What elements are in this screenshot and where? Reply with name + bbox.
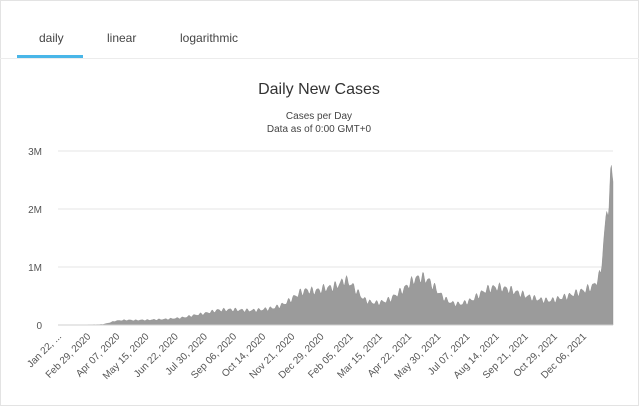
- tab-linear[interactable]: linear: [107, 31, 137, 45]
- active-tab-indicator: [17, 55, 83, 58]
- tab-logarithmic[interactable]: logarithmic: [180, 31, 239, 45]
- chart-tabs: daily linear logarithmic: [0, 0, 639, 59]
- chart-subtitle-line-2: Data as of 0:00 GMT+0: [267, 124, 372, 135]
- y-tick-label: 3M: [28, 147, 42, 158]
- y-tick-label: 2M: [28, 205, 42, 216]
- tab-daily[interactable]: daily: [39, 31, 64, 45]
- series-area: [58, 165, 614, 326]
- y-tick-label: 0: [36, 321, 42, 332]
- chart-subtitle-line-1: Cases per Day: [286, 111, 352, 122]
- y-tick-label: 1M: [28, 263, 42, 274]
- chart-title: Daily New Cases: [258, 81, 380, 98]
